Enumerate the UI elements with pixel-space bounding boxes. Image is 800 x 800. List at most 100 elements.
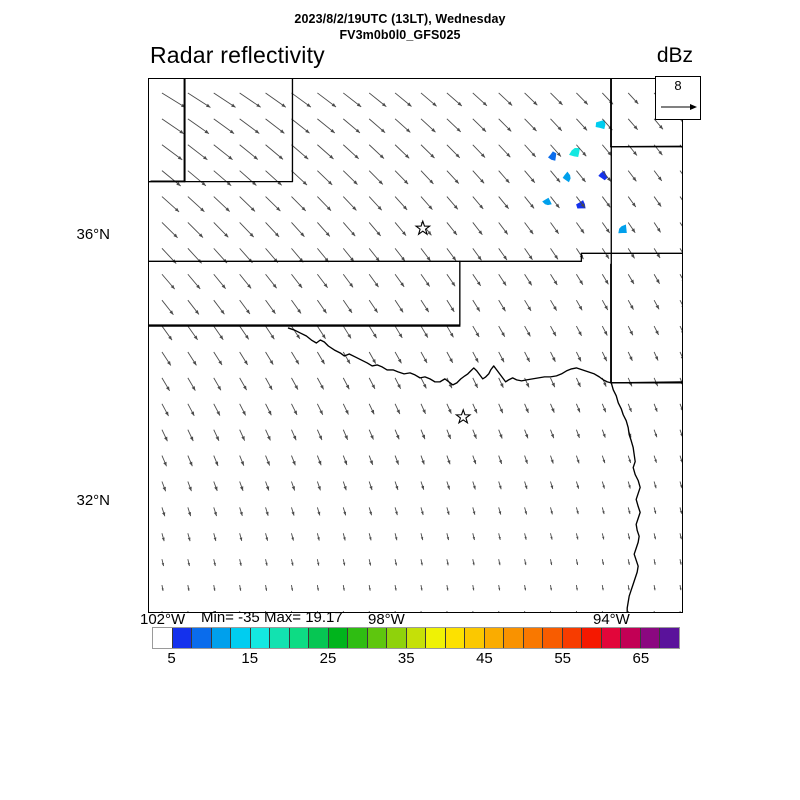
wind-vector: [576, 222, 585, 234]
wind-vector: [550, 222, 560, 234]
wind-vector: [524, 144, 536, 158]
lon-tick-98w: 98°W: [368, 611, 405, 628]
wind-vector: [187, 559, 190, 567]
wind-vector: [239, 585, 242, 591]
colorbar-cell: [328, 628, 349, 648]
wind-vector: [446, 533, 450, 541]
wind-vector: [446, 170, 460, 184]
wind-vector: [472, 455, 477, 465]
colorbar-cell: [484, 628, 505, 648]
wind-vector: [239, 170, 257, 186]
wind-vector: [498, 507, 502, 515]
wind-vector: [627, 196, 637, 208]
wind-vector: [601, 325, 608, 336]
wind-vector: [368, 248, 380, 262]
colorbar-cell: [211, 628, 232, 648]
colorbar[interactable]: [152, 627, 680, 649]
wind-vector: [342, 455, 348, 466]
wind-vector: [291, 118, 310, 134]
wind-vector: [575, 610, 577, 612]
radar-echo-layer: [542, 119, 627, 234]
wind-vector: [239, 222, 255, 238]
wind-vector: [394, 118, 411, 133]
wind-vector: [394, 170, 409, 185]
wind-vector: [265, 118, 285, 134]
colorbar-tick: 35: [397, 650, 415, 667]
wind-vector: [679, 429, 682, 437]
wind-vector: [187, 92, 211, 108]
vector-scale-key: 8: [655, 76, 701, 120]
wind-vector: [575, 507, 579, 515]
wind-vector: [550, 429, 555, 439]
wind-vector: [161, 299, 174, 315]
radar-echo-blob: [548, 151, 557, 161]
wind-vector: [498, 481, 502, 490]
wind-vector: [265, 585, 268, 591]
wind-vector: [161, 377, 171, 392]
wind-vector: [550, 299, 558, 311]
wind-vector: [472, 377, 479, 389]
wind-vector: [550, 585, 552, 591]
wind-vector: [601, 351, 608, 362]
colorbar-cell: [582, 628, 602, 648]
wind-vector: [550, 144, 562, 157]
wind-vector: [498, 377, 504, 388]
wind-vector: [291, 585, 294, 591]
colorbar-cell: [543, 628, 563, 648]
wind-vector: [653, 170, 663, 182]
wind-vector: [679, 351, 682, 359]
wind-vector: [239, 403, 247, 416]
wind-vector: [213, 429, 220, 442]
colorbar-cells[interactable]: [152, 627, 680, 649]
wind-vector: [368, 377, 376, 390]
wind-vector: [472, 196, 484, 210]
wind-vector: [601, 170, 612, 182]
colorbar-tick: 25: [319, 650, 337, 667]
wind-vector: [213, 273, 226, 289]
wind-vector: [368, 170, 384, 185]
wind-vector: [653, 585, 656, 591]
wind-vector: [394, 377, 402, 389]
wind-vector: [446, 610, 448, 612]
wind-vector: [498, 170, 510, 184]
wind-vector: [472, 274, 482, 287]
wind-vector: [679, 196, 682, 201]
wind-vector: [342, 325, 352, 339]
wind-vector: [239, 377, 248, 391]
colorbar-cell: [192, 628, 212, 648]
wind-vector: [601, 533, 605, 540]
colorbar-cell: [523, 628, 544, 648]
wind-vector: [472, 118, 487, 133]
wind-vector: [187, 429, 194, 442]
wind-vector: [342, 299, 353, 314]
wind-vector: [576, 92, 589, 105]
wind-vector: [576, 196, 586, 208]
wind-vector: [446, 196, 459, 210]
wind-vector: [342, 585, 345, 591]
wind-vector: [265, 222, 280, 238]
wind-vector: [368, 610, 370, 612]
wind-vector: [368, 455, 374, 466]
wind-vector: [420, 403, 426, 415]
wind-vector: [420, 92, 437, 107]
wind-vector: [161, 533, 165, 542]
wind-vector: [498, 610, 500, 612]
wind-vector: [187, 403, 195, 417]
wind-vector: [161, 559, 165, 567]
wind-vector: [317, 299, 327, 314]
star-marker-south: [454, 408, 472, 425]
min-max-annotation: Min= -35 Max= 19.17: [201, 609, 343, 626]
wind-vector: [498, 325, 506, 337]
wind-vector: [679, 274, 682, 281]
wind-vector: [317, 222, 331, 237]
wind-vector: [368, 533, 372, 541]
wind-vector: [420, 610, 422, 612]
wind-vector: [446, 325, 454, 338]
wind-vector: [187, 325, 198, 341]
wind-vector: [213, 377, 222, 391]
wind-vector: [627, 274, 635, 285]
wind-vector: [627, 403, 632, 413]
wind-vector: [420, 481, 425, 490]
wind-vector: [575, 533, 579, 540]
title-model: FV3m0b0l0_GFS025: [339, 28, 461, 42]
